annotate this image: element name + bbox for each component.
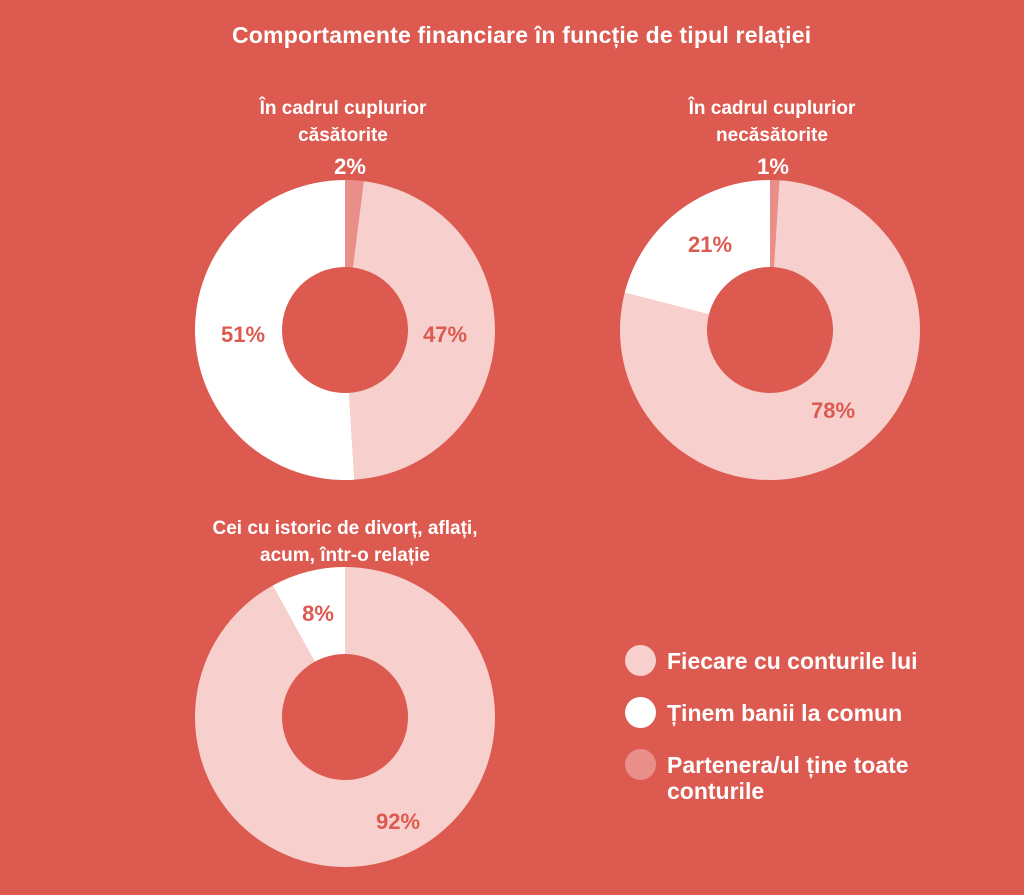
legend-item-comun: Ținem banii la comun [625,697,1015,728]
legend-swatch-fiecare [625,645,656,676]
legend-swatch-comun [625,697,656,728]
chart-title-married: În cadrul cuplurior căsătorite [259,98,427,146]
data-label-divorced-0: 92% [376,809,420,834]
slice-unmarried-0 [619,180,920,480]
slice-married-1 [195,180,355,480]
legend-label-fiecare: Fiecare cu conturile lui [667,648,918,674]
legend-item-partenera: Partenera/ul ține toate conturile [625,749,1015,804]
chart-title-unmarried: În cadrul cuplurior necăsătorite [688,98,856,146]
data-label-unmarried-0: 78% [811,398,855,423]
legend: Fiecare cu conturile lui Ținem banii la … [625,645,1015,825]
slice-divorced-0 [194,567,495,868]
slice-married-2 [345,180,364,268]
chart-title-divorced: Cei cu istoric de divorț, aflați, acum, … [212,518,478,566]
data-label-divorced-1: 8% [302,601,334,626]
data-label-married-2: 2% [334,154,366,179]
slice-divorced-1 [272,567,345,662]
legend-item-fiecare: Fiecare cu conturile lui [625,645,1015,676]
data-label-married-0: 47% [423,322,467,347]
data-label-unmarried-2: 1% [757,154,789,179]
data-label-married-1: 51% [221,322,265,347]
legend-label-partenera: Partenera/ul ține toate conturile [667,752,909,804]
slice-married-0 [348,181,496,480]
legend-label-comun: Ținem banii la comun [667,700,903,726]
slice-unmarried-2 [770,180,780,268]
chart-main-title: Comportamente financiare în funcție de t… [232,22,812,48]
slice-unmarried-1 [624,180,770,315]
data-label-unmarried-1: 21% [688,232,732,257]
legend-swatch-partenera [625,749,656,780]
